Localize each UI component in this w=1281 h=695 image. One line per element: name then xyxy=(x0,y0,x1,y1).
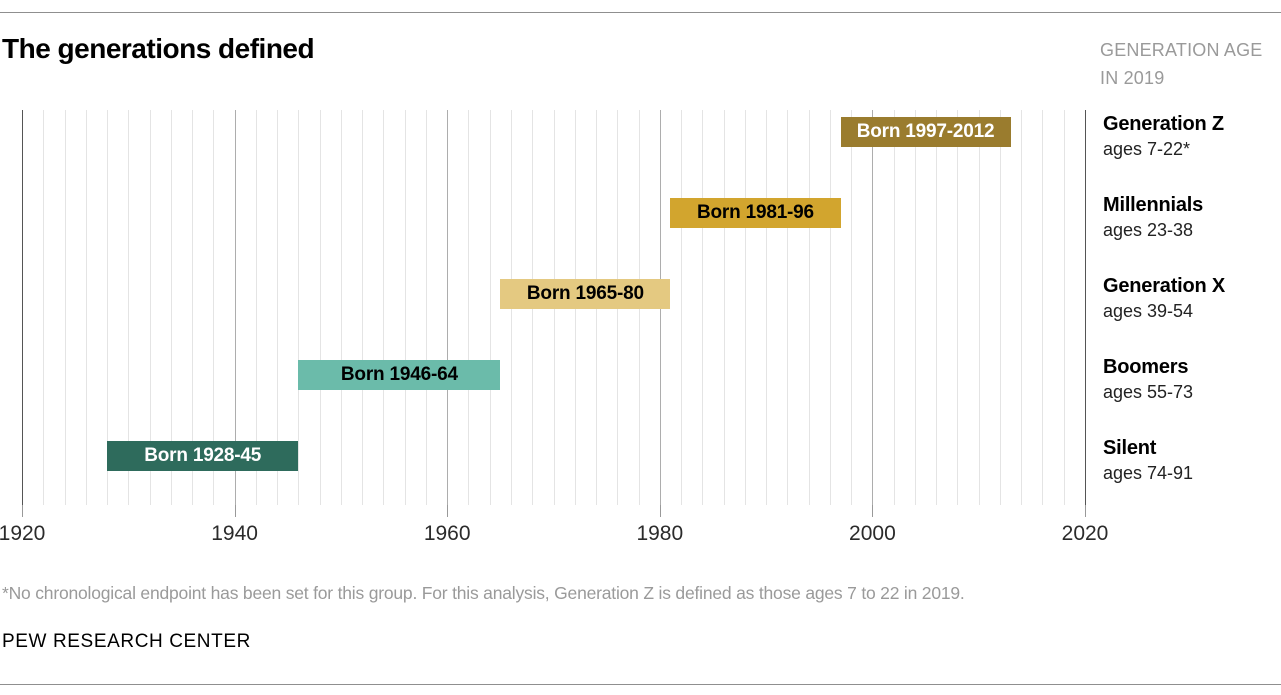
gridline-minor xyxy=(128,110,130,505)
x-axis-tick-label: 1920 xyxy=(0,522,46,545)
x-axis-tick-label: 1940 xyxy=(211,522,258,545)
gridline-minor xyxy=(829,110,831,505)
gridline-minor xyxy=(255,110,257,505)
gridline-minor xyxy=(170,110,172,505)
gridline-minor xyxy=(43,110,45,505)
bar-label: Born 1928-45 xyxy=(144,445,262,466)
gridline-minor xyxy=(1042,110,1044,505)
generation-bar: Born 1928-45 xyxy=(107,441,299,471)
gridline-minor xyxy=(893,110,895,505)
bar-label: Born 1946-64 xyxy=(340,364,458,385)
x-axis-tick xyxy=(659,505,661,517)
gridline-minor xyxy=(723,110,725,505)
gridline-minor xyxy=(340,110,342,505)
generation-bar: Born 1981-96 xyxy=(670,198,841,228)
gridline-minor xyxy=(1021,110,1023,505)
generation-ages: ages 23-38 xyxy=(1103,220,1194,240)
gridline-minor xyxy=(681,110,683,505)
gridline-major xyxy=(234,110,236,505)
gridline-minor xyxy=(149,110,151,505)
x-axis-tick xyxy=(234,505,236,517)
gridline-minor xyxy=(298,110,300,505)
gridline-minor xyxy=(851,110,853,505)
gridline-minor xyxy=(319,110,321,505)
top-divider xyxy=(0,12,1281,13)
gridline-minor xyxy=(808,110,810,505)
gridline-minor xyxy=(383,110,385,505)
gridline-minor xyxy=(85,110,87,505)
gridline-minor xyxy=(1063,110,1065,505)
gridline-major xyxy=(1085,110,1086,505)
x-axis-tick-label: 1960 xyxy=(423,522,471,545)
generation-ages: ages 55-73 xyxy=(1103,382,1194,402)
gridline-major xyxy=(22,110,23,505)
page-title: The generations defined xyxy=(2,33,315,64)
bar-label: Born 1965-80 xyxy=(526,283,644,304)
generation-ages: ages 7-22* xyxy=(1103,139,1191,159)
gridline-minor xyxy=(936,110,938,505)
generation-bar: Born 1946-64 xyxy=(298,360,501,390)
timeline-chart: 1920 1940 1960 1980 2000 2020 Born 1997-2012 Bo… xyxy=(0,110,1108,545)
gridline-minor xyxy=(64,110,66,505)
bar-label: Born 1981-96 xyxy=(696,202,814,223)
kicker-line-2: IN 2019 xyxy=(1100,68,1165,88)
gridline-minor xyxy=(277,110,279,505)
generation-name: Boomers xyxy=(1103,356,1189,378)
gridline-minor xyxy=(978,110,980,505)
gridline-minor xyxy=(702,110,704,505)
gridline-major xyxy=(872,110,874,505)
gridline-minor xyxy=(362,110,364,505)
x-axis-tick-label: 2000 xyxy=(849,522,896,545)
kicker-note: GENERATION AGE IN 2019 xyxy=(1100,36,1281,92)
x-axis-tick-label: 1980 xyxy=(636,522,684,545)
gridline-minor xyxy=(425,110,427,505)
footnote: *No chronological endpoint has been set … xyxy=(2,583,965,603)
generation-ages: ages 74-91 xyxy=(1103,463,1194,483)
row-label: Generation Z ages 7-22* xyxy=(1103,112,1224,162)
gridline-minor xyxy=(914,110,916,505)
gridline-major xyxy=(447,110,449,505)
gridline-minor xyxy=(192,110,194,505)
row-label: Millennials ages 23-38 xyxy=(1103,193,1203,243)
source-attribution: PEW RESEARCH CENTER xyxy=(2,631,251,652)
generation-name: Silent xyxy=(1103,437,1157,459)
gridline-minor xyxy=(404,110,406,505)
kicker-line-1: GENERATION AGE xyxy=(1100,40,1263,60)
x-axis-tick xyxy=(447,505,449,517)
generation-ages: ages 39-54 xyxy=(1103,301,1194,321)
generation-name: Generation X xyxy=(1103,275,1226,297)
bar-label: Born 1997-2012 xyxy=(856,121,995,142)
generation-bar: Born 1965-80 xyxy=(500,279,671,309)
gridline-minor xyxy=(999,110,1001,505)
gridline-minor xyxy=(107,110,109,505)
row-label: Generation X ages 39-54 xyxy=(1103,274,1225,324)
gridline-minor xyxy=(787,110,789,505)
generation-bar: Born 1997-2012 xyxy=(840,117,1011,147)
gridline-minor xyxy=(766,110,768,505)
x-axis-tick-label: 2020 xyxy=(1061,522,1109,545)
row-label: Boomers ages 55-73 xyxy=(1103,355,1193,405)
gridline-minor xyxy=(213,110,215,505)
x-axis-tick xyxy=(1085,505,1086,517)
x-axis-tick xyxy=(22,505,23,517)
gridline-minor xyxy=(468,110,470,505)
generation-labels: Generation Z ages 7-22* Millennials ages 23… xyxy=(1103,110,1281,505)
x-axis-tick xyxy=(872,505,874,517)
row-label: Silent ages 74-91 xyxy=(1103,436,1193,486)
bottom-divider xyxy=(0,684,1281,685)
generation-name: Generation Z xyxy=(1103,113,1224,135)
gridline-minor xyxy=(957,110,959,505)
gridline-minor xyxy=(744,110,746,505)
gridline-minor xyxy=(489,110,491,505)
generation-name: Millennials xyxy=(1103,194,1204,216)
